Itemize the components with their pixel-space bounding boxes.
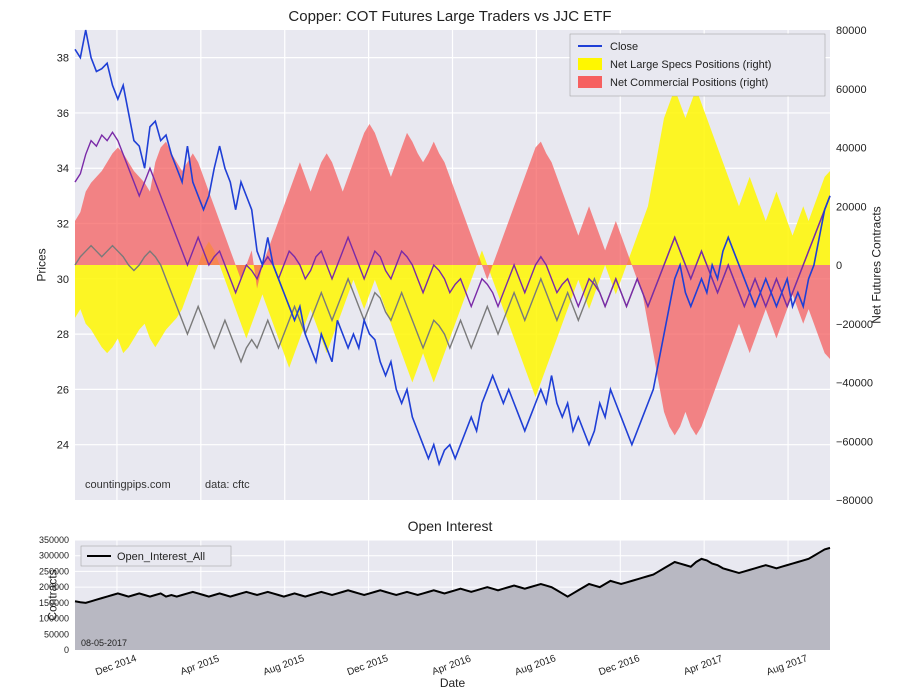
svg-text:40000: 40000 <box>836 143 867 155</box>
main-chart-svg: 2426283032343638−80000−60000−40000−20000… <box>75 30 830 500</box>
svg-text:Dec 2016: Dec 2016 <box>597 653 641 678</box>
svg-text:24: 24 <box>57 440 69 452</box>
svg-text:data: cftc: data: cftc <box>205 479 250 491</box>
svg-text:−60000: −60000 <box>836 436 873 448</box>
svg-text:Close: Close <box>610 41 638 53</box>
svg-text:300000: 300000 <box>39 551 69 561</box>
svg-text:Open_Interest_All: Open_Interest_All <box>117 551 205 563</box>
x-label: Date <box>440 676 465 690</box>
sub-chart-svg: Dec 2014Apr 2015Aug 2015Dec 2015Apr 2016… <box>75 540 830 650</box>
sub-y-label: Contracts <box>46 569 60 620</box>
svg-text:0: 0 <box>64 645 69 655</box>
svg-text:Apr 2015: Apr 2015 <box>179 653 221 677</box>
svg-text:50000: 50000 <box>44 629 69 639</box>
svg-text:38: 38 <box>57 53 69 65</box>
svg-text:Dec 2014: Dec 2014 <box>94 653 138 678</box>
sub-chart: Contracts Date Dec 2014Apr 2015Aug 2015D… <box>75 540 830 650</box>
y-right-label: Net Futures Contracts <box>869 206 883 323</box>
svg-text:Dec 2015: Dec 2015 <box>346 653 390 678</box>
main-chart-title: Copper: COT Futures Large Traders vs JJC… <box>0 8 900 25</box>
svg-text:26: 26 <box>57 384 69 396</box>
svg-text:60000: 60000 <box>836 84 867 96</box>
svg-text:0: 0 <box>836 260 842 272</box>
svg-text:32: 32 <box>57 219 69 231</box>
svg-text:08-05-2017: 08-05-2017 <box>81 638 127 648</box>
svg-text:Aug 2016: Aug 2016 <box>514 653 558 678</box>
y-left-label: Prices <box>35 248 49 281</box>
svg-text:countingpips.com: countingpips.com <box>85 479 171 491</box>
svg-text:36: 36 <box>57 108 69 120</box>
svg-text:34: 34 <box>57 163 69 175</box>
svg-text:Net Large Specs Positions (rig: Net Large Specs Positions (right) <box>610 59 771 71</box>
svg-text:350000: 350000 <box>39 535 69 545</box>
svg-text:−40000: −40000 <box>836 378 873 390</box>
sub-chart-title: Open Interest <box>0 518 900 534</box>
main-chart: Prices Net Futures Contracts 24262830323… <box>75 30 830 500</box>
svg-text:Apr 2016: Apr 2016 <box>431 653 473 677</box>
svg-text:28: 28 <box>57 329 69 341</box>
svg-text:Aug 2015: Aug 2015 <box>262 653 306 678</box>
svg-text:20000: 20000 <box>836 201 867 213</box>
svg-text:Apr 2017: Apr 2017 <box>682 653 724 677</box>
svg-text:80000: 80000 <box>836 25 867 37</box>
svg-text:−20000: −20000 <box>836 319 873 331</box>
svg-text:Aug 2017: Aug 2017 <box>765 653 809 678</box>
svg-text:30: 30 <box>57 274 69 286</box>
svg-text:−80000: −80000 <box>836 495 873 507</box>
svg-text:Net Commercial Positions (righ: Net Commercial Positions (right) <box>610 77 768 89</box>
